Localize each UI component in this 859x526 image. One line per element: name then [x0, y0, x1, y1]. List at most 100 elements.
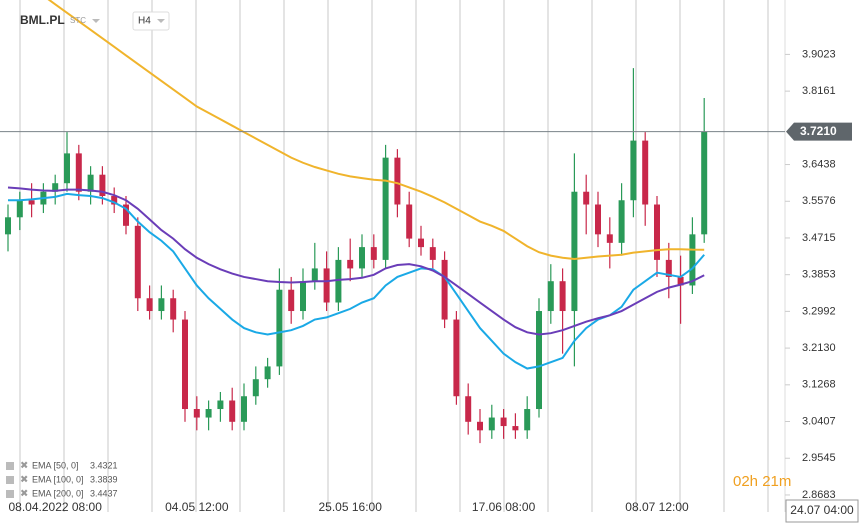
- candle-body: [429, 247, 436, 260]
- candle-body: [87, 174, 94, 192]
- candle-body: [583, 191, 590, 205]
- candle-body: [630, 140, 637, 201]
- candle-body: [134, 225, 141, 299]
- candle-body: [559, 281, 566, 312]
- candle-body: [382, 157, 389, 260]
- candle-body: [418, 238, 424, 248]
- legend-name: EMA [100, 0]: [32, 474, 84, 484]
- candle-body: [252, 379, 259, 397]
- y-tick-label: 3.2992: [802, 305, 836, 317]
- candle-body: [536, 311, 542, 410]
- candle-body: [217, 400, 224, 410]
- candle-body: [170, 298, 177, 320]
- ema-line: [7, 186, 705, 336]
- candle-body: [323, 268, 330, 303]
- legend-close: ✖: [20, 489, 28, 500]
- candle-body: [111, 195, 118, 205]
- y-tick-label: 2.8683: [802, 489, 836, 501]
- legend-value: 3.4321: [90, 460, 118, 470]
- candle-body: [123, 204, 129, 226]
- y-tick-label: 3.3853: [802, 269, 836, 281]
- candle-body: [512, 426, 519, 431]
- interval: H4: [138, 16, 151, 27]
- candle-body: [146, 298, 153, 312]
- candle-body: [500, 417, 507, 427]
- candle-body: [642, 140, 649, 205]
- candle-body: [300, 281, 306, 312]
- y-tick-label: 2.9545: [802, 452, 836, 464]
- symbol: BML.PL: [20, 13, 65, 27]
- candle-body: [276, 289, 283, 367]
- candle-body: [406, 204, 413, 239]
- candle-body: [524, 409, 531, 431]
- legend-close: ✖: [20, 475, 28, 486]
- y-tick-label: 3.0407: [802, 415, 836, 427]
- symbol-dropdown[interactable]: [92, 19, 100, 23]
- y-tick-label: 3.8161: [802, 85, 836, 97]
- x-tick-label: 25.05 16:00: [318, 500, 382, 514]
- ema-line: [47, 0, 705, 261]
- candle-body: [465, 396, 472, 422]
- legend-value: 3.4437: [90, 488, 118, 498]
- x-tick-label: 17.06 08:00: [472, 500, 536, 514]
- candle-body: [182, 319, 188, 410]
- candle-body: [241, 396, 247, 422]
- candle-body: [618, 200, 625, 243]
- candle-body: [571, 191, 578, 312]
- candle-body: [359, 247, 365, 269]
- candle-body: [547, 281, 554, 312]
- candle-body: [335, 259, 342, 303]
- candle-body: [52, 183, 59, 192]
- y-tick-label: 3.1268: [802, 379, 836, 391]
- candle-body: [311, 268, 318, 282]
- candle-body: [288, 289, 295, 312]
- candle-body: [205, 409, 212, 418]
- candle-body: [99, 174, 106, 196]
- candle-body: [64, 153, 70, 184]
- legend-icon: [6, 462, 14, 470]
- legend-close: ✖: [20, 461, 28, 472]
- candle-body: [488, 417, 495, 431]
- y-tick-label: 3.9023: [802, 48, 836, 60]
- interval-select[interactable]: [132, 11, 170, 31]
- price-box: [786, 122, 852, 141]
- candle-body: [75, 153, 82, 192]
- candle-body: [453, 319, 460, 397]
- candle-body: [677, 276, 684, 286]
- x-tick-label: 08.07 12:00: [625, 500, 689, 514]
- candle-body: [229, 400, 236, 422]
- y-tick-label: 3.2130: [802, 342, 836, 354]
- time-box: [785, 499, 859, 523]
- candle-body: [595, 204, 601, 235]
- candle-body: [477, 421, 483, 431]
- candle-body: [606, 234, 613, 243]
- candle-body: [701, 131, 708, 235]
- y-tick-label: 3.6438: [802, 158, 836, 170]
- y-tick-label: 3.5576: [802, 195, 836, 207]
- candle-body: [5, 217, 11, 235]
- current-time-label: 24.07 04:00: [790, 503, 854, 517]
- candle-body: [441, 259, 448, 320]
- candle-body: [16, 200, 23, 218]
- x-tick-label: 08.04.2022 08:00: [8, 500, 102, 514]
- current-price-label: 3.7210: [800, 124, 837, 138]
- ema-line: [8, 192, 705, 370]
- candle-body: [394, 157, 401, 205]
- candle-body: [347, 259, 354, 269]
- candle-body: [370, 247, 377, 260]
- interval-arrow: [157, 19, 165, 23]
- legend-value: 3.3839: [90, 474, 118, 484]
- candle-body: [193, 409, 200, 418]
- legend-name: EMA [200, 0]: [32, 488, 84, 498]
- x-tick-label: 04.05 12:00: [165, 500, 229, 514]
- countdown: 02h 21m: [733, 473, 791, 490]
- candle-body: [28, 200, 35, 205]
- candle-body: [158, 298, 165, 312]
- market: STC: [70, 16, 86, 25]
- legend-icon: [6, 490, 14, 498]
- y-tick-label: 3.4715: [802, 232, 836, 244]
- candle-body: [689, 234, 696, 286]
- legend-name: EMA [50, 0]: [32, 460, 79, 470]
